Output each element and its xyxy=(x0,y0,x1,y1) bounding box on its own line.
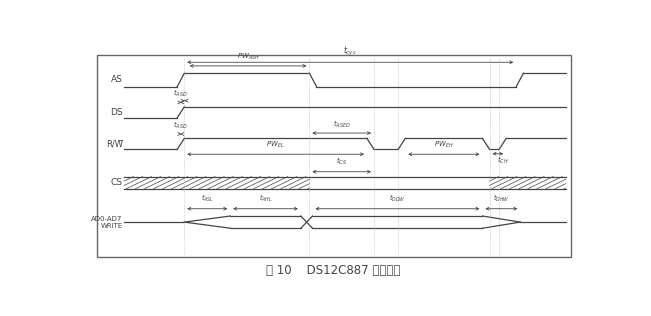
Text: $t_{DHW}$: $t_{DHW}$ xyxy=(493,193,510,204)
Text: $t_{ASED}$: $t_{ASED}$ xyxy=(333,119,351,130)
Text: $PW_{ASH}$: $PW_{ASH}$ xyxy=(236,51,260,62)
Text: AS: AS xyxy=(111,76,123,84)
Text: $t_{cyc}$: $t_{cyc}$ xyxy=(343,45,357,58)
Text: $PW_{EH}$: $PW_{EH}$ xyxy=(434,140,454,150)
Text: WRITE: WRITE xyxy=(100,223,123,229)
Text: DS: DS xyxy=(110,108,123,117)
Text: 图 10    DS12C887 读写时序: 图 10 DS12C887 读写时序 xyxy=(266,264,401,277)
Text: $t_{ASD}$: $t_{ASD}$ xyxy=(173,88,188,100)
Text: $t_{ASD}$: $t_{ASD}$ xyxy=(173,120,188,131)
Text: $t_{DDW}$: $t_{DDW}$ xyxy=(389,193,406,204)
Text: $t_{AHL}$: $t_{AHL}$ xyxy=(258,193,272,204)
Text: CS: CS xyxy=(111,178,123,187)
Text: $PW_{EL}$: $PW_{EL}$ xyxy=(266,140,285,150)
Text: $t_{CS}$: $t_{CS}$ xyxy=(336,156,347,167)
Bar xyxy=(96,55,571,257)
Text: $t_{ASL}$: $t_{ASL}$ xyxy=(201,193,214,204)
Text: R/W̅: R/W̅ xyxy=(105,139,123,149)
Text: $t_{CH}$: $t_{CH}$ xyxy=(497,155,508,166)
Text: AD0-AD7: AD0-AD7 xyxy=(91,216,123,222)
